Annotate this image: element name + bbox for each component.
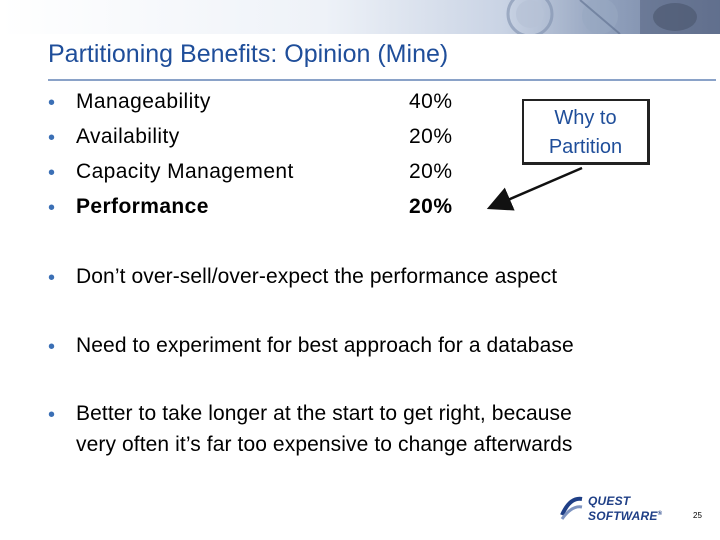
why-to-partition-callout: Why to Partition [522,99,650,165]
quest-logo-icon [560,496,583,520]
benefit-percent: 40% [409,90,453,113]
header-decoration-image [506,0,720,34]
callout-line-1: Why to [554,107,617,129]
header-banner [0,0,720,34]
point-experiment: • Need to experiment for best approach f… [48,330,574,361]
point-text: Need to experiment for best approach for… [76,334,574,357]
registered-mark: ® [657,511,663,517]
bullet-glyph: • [48,197,56,219]
benefit-percent: 20% [409,195,453,218]
bullet-glyph: • [48,162,56,184]
point-take-longer: • Better to take longer at the start to … [48,398,572,460]
bullet-glyph: • [48,92,56,114]
point-performance-aspect: • Don’t over-sell/over-expect the perfor… [48,261,557,292]
benefit-label: Manageability [76,90,211,113]
page-number: 25 [693,511,702,520]
bullet-glyph: • [48,404,56,426]
quest-software-logo: QUEST SOFTWARE® [560,495,680,525]
logo-line-2: SOFTWARE [588,509,658,523]
quest-logo-text: QUEST SOFTWARE® [588,495,662,523]
slide-title: Partitioning Benefits: Opinion (Mine) [48,40,449,68]
bullet-glyph: • [48,267,56,289]
point-text-line-2: very often it’s far too expensive to cha… [76,433,573,456]
benefit-percent: 20% [409,160,453,183]
callout-line-2: Partition [548,136,623,158]
benefit-label: Capacity Management [76,160,294,183]
point-text-line-1: Better to take longer at the start to ge… [76,402,572,425]
benefit-label: Performance [76,195,209,218]
point-text: Don’t over-sell/over-expect the performa… [76,265,558,288]
benefit-percent: 20% [409,125,453,148]
title-divider [48,79,716,81]
logo-line-1: QUEST [588,494,631,508]
benefit-label: Availability [76,125,180,148]
bullet-glyph: • [48,127,56,149]
bullet-glyph: • [48,336,56,358]
